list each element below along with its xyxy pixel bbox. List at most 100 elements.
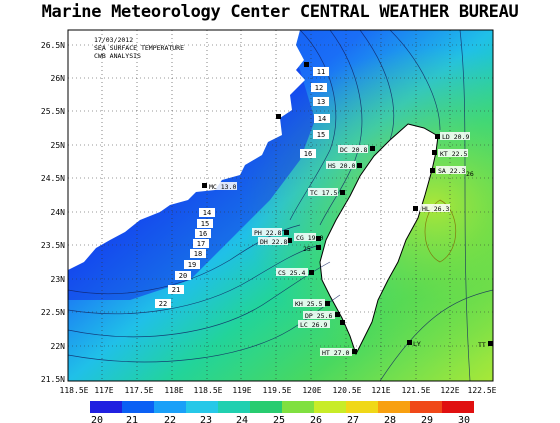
svg-text:SA 22.3: SA 22.3: [438, 167, 465, 175]
contour-label: 15: [197, 219, 213, 228]
station-label: CG 19.0: [294, 233, 323, 242]
svg-text:21: 21: [172, 286, 180, 294]
station-label: SA 22.3: [436, 166, 466, 175]
info-source: CWB ANALYSIS: [94, 52, 141, 60]
lon-label: 119E: [232, 386, 251, 395]
station-label: DC 20.8: [338, 145, 368, 154]
station-label: LY: [413, 340, 421, 348]
station-label: 25: [303, 245, 311, 253]
lon-label: 119.5E: [263, 386, 292, 395]
lon-label: 120.5E: [333, 386, 362, 395]
svg-text:TC 17.5: TC 17.5: [310, 189, 337, 197]
lat-label: 22N: [51, 342, 66, 351]
contour-label: 11: [313, 67, 329, 76]
page-title: Marine Meteorology Center CENTRAL WEATHE…: [41, 2, 519, 22]
map-frame: [67, 29, 494, 382]
colorbar-label: 28: [384, 415, 396, 423]
station-label: LC 26.9: [298, 320, 330, 329]
svg-text:16: 16: [199, 230, 207, 238]
china-landmass: [68, 30, 305, 270]
station-label: KT 22.5: [438, 149, 468, 158]
svg-text:15: 15: [317, 131, 325, 139]
lat-label: 23.5N: [41, 241, 65, 250]
lon-label: 118.5E: [60, 386, 89, 395]
colorbar-label: 21: [126, 415, 138, 423]
station-label: HS 20.0: [326, 161, 356, 170]
colorbar-label: 20: [91, 415, 103, 423]
contour-label: 12: [311, 83, 327, 92]
station-label: HL 26.3: [420, 204, 450, 213]
svg-text:CS 25.4: CS 25.4: [278, 269, 305, 277]
lon-label: 122E: [440, 386, 459, 395]
svg-text:KH 25.5: KH 25.5: [295, 300, 322, 308]
station-label: CS 25.4: [276, 268, 308, 277]
lon-label: 118.5E: [194, 386, 223, 395]
contour-label: 20: [175, 271, 191, 280]
lon-label: 120E: [302, 386, 321, 395]
colorbar-label: 29: [421, 415, 433, 423]
lon-label: 117.5E: [125, 386, 154, 395]
lon-label: 121E: [371, 386, 390, 395]
colorbar-label: 24: [236, 415, 248, 423]
svg-text:22: 22: [159, 300, 167, 308]
colorbar-label: 27: [347, 415, 359, 423]
contour-label: 18: [190, 249, 206, 258]
station-label: 26: [466, 170, 474, 178]
info-date: 17/03/2012: [94, 36, 133, 44]
svg-text:HT 27.0: HT 27.0: [322, 349, 349, 357]
svg-text:CG 19.0: CG 19.0: [296, 234, 323, 242]
svg-text:LD 20.9: LD 20.9: [442, 133, 469, 141]
lon-label: 122.5E: [468, 386, 497, 395]
contour-label: 13: [313, 97, 329, 106]
svg-text:PH 22.8: PH 22.8: [254, 229, 281, 237]
colorbar-label: 26: [310, 415, 322, 423]
svg-text:LC 26.9: LC 26.9: [300, 321, 327, 329]
lat-label: 21.5N: [41, 375, 65, 384]
colorbar-label: 23: [200, 415, 212, 423]
contour-label: 22: [155, 299, 171, 308]
svg-text:MC 13.0: MC 13.0: [209, 183, 236, 191]
lat-label: 24N: [51, 208, 66, 217]
svg-text:13: 13: [317, 98, 325, 106]
svg-text:16: 16: [304, 150, 312, 158]
svg-text:LY: LY: [413, 340, 421, 348]
lat-label: 24.5N: [41, 174, 65, 183]
svg-text:18: 18: [194, 250, 202, 258]
svg-text:26: 26: [466, 170, 474, 178]
svg-text:25: 25: [303, 245, 311, 253]
svg-text:15: 15: [201, 220, 209, 228]
lon-label: 121.5E: [402, 386, 431, 395]
colorbar-label: 22: [164, 415, 176, 423]
contour-label: 19: [184, 260, 200, 269]
station-labels: LD 20.9 KT 22.5 SA 22.3 26 HL 26.3 TC 17…: [207, 132, 486, 357]
colorbar: [90, 401, 474, 413]
svg-text:KT 22.5: KT 22.5: [440, 150, 467, 158]
lat-labels: 26.5N 26N 25.5N 25N 24.5N 24N 23.5N 23N …: [41, 41, 65, 384]
lat-label: 22.5N: [41, 308, 65, 317]
svg-text:DP 25.6: DP 25.6: [305, 312, 332, 320]
contour-label: 16: [300, 149, 316, 158]
contour-label: 16: [195, 229, 211, 238]
station-label: KH 25.5: [293, 299, 325, 308]
info-block: 17/03/2012 SEA SURFACE TEMPERATURE CWB A…: [94, 36, 184, 60]
colorbar-label: 25: [273, 415, 285, 423]
contour-label: 17: [193, 239, 209, 248]
station-label: PH 22.8: [252, 228, 282, 237]
svg-text:DH 22.8: DH 22.8: [260, 238, 287, 246]
station-label: LD 20.9: [440, 132, 470, 141]
taiwan-island: [319, 123, 439, 356]
lon-label: 118E: [164, 386, 183, 395]
lat-label: 25.5N: [41, 107, 65, 116]
lon-labels: 118.5E 117E 117.5E 118E 118.5E 119E 119.…: [60, 386, 497, 395]
station-label: HT 27.0: [320, 348, 352, 357]
info-product: SEA SURFACE TEMPERATURE: [94, 44, 184, 52]
svg-text:19: 19: [188, 261, 196, 269]
svg-text:14: 14: [318, 115, 326, 123]
svg-text:TT: TT: [478, 341, 486, 349]
lat-label: 26.5N: [41, 41, 65, 50]
contour-labels: 11 12 13 14 15 16 14 15 16 17 18 19 20 2…: [155, 67, 330, 308]
svg-text:11: 11: [317, 68, 325, 76]
station-markers: [202, 62, 493, 354]
lat-label: 25N: [51, 141, 66, 150]
